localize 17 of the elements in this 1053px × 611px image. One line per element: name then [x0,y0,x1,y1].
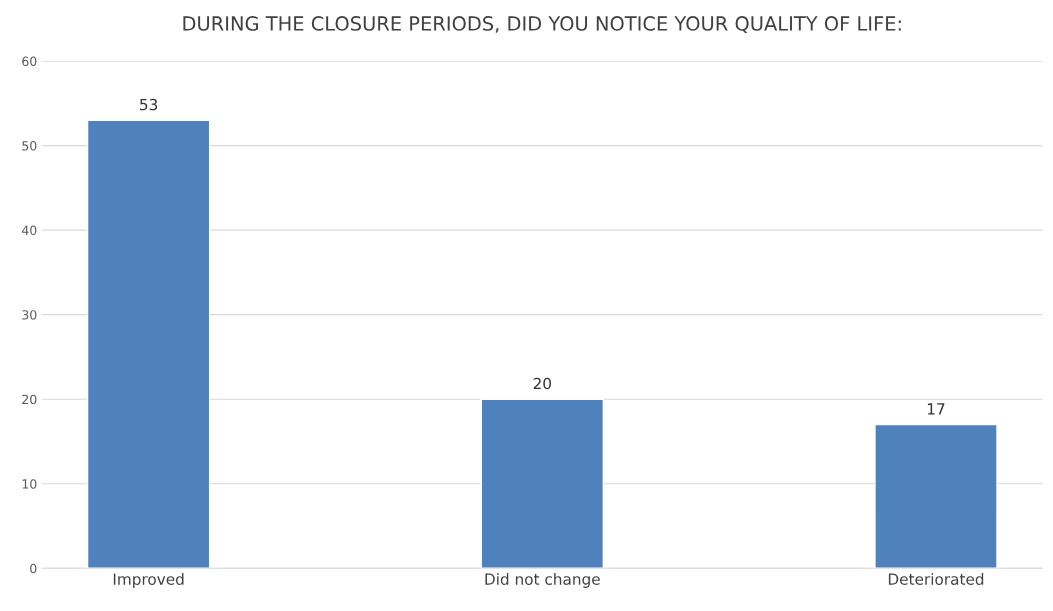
bar [874,423,998,569]
bar [480,398,605,569]
y-tick-label: 20 [22,394,37,405]
x-tick-label: Did not change [485,573,600,588]
y-tick-label: 40 [21,225,37,236]
chart-title: DURING THE CLOSURE PERIODS, DID YOU NOTICE YOUR QUALITY OF LIFE: [183,16,901,34]
y-tick-label: 30 [22,310,37,320]
y-tick-label: 10 [22,479,37,489]
y-tick-label: 0 [30,563,37,574]
y-tick-label: 50 [22,141,37,151]
data-label: 20 [533,377,551,390]
x-tick-label: Improved [113,573,184,588]
data-label: 53 [140,98,158,111]
data-label: 17 [927,403,945,415]
x-tick-label: Deteriorated [888,573,984,585]
y-tick-label: 60 [22,56,37,67]
bar [86,119,211,569]
